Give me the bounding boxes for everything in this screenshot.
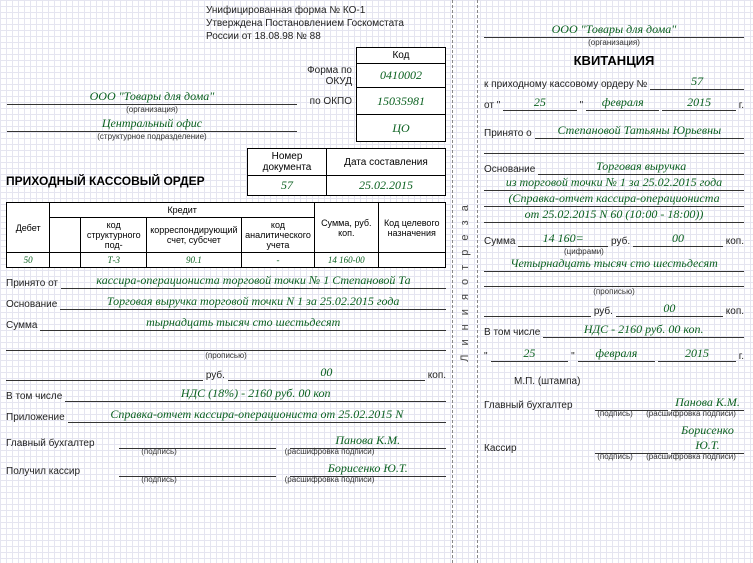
r-incl-value: НДС - 2160 руб. 00 коп. [543,322,744,338]
sum-label: Сумма [6,320,37,331]
basis-value: Торговая выручка торговой точки N 1 за 2… [60,294,446,310]
th-debit: Дебет [7,203,50,253]
docdate-value: 25.02.2015 [327,176,446,196]
r-cashier: Кассир [484,443,592,454]
r-basis3: (Справка-отчет кассира-операциониста [484,191,744,207]
r-words-sub: (прописью) [484,287,744,296]
r-basis-label: Основание [484,164,535,175]
org-name: ООО "Товары для дома" [7,89,297,105]
r-sum-sub: (цифрами) [484,247,744,256]
r-from: от " [484,100,500,111]
r-g2: г. [739,351,744,362]
okpo-value: 15035981 [357,88,446,115]
chief-name-sub: (расшифровка подписи) [213,447,446,456]
r-rubv: 00 [633,231,723,247]
dept-name: Центральный офис [7,116,297,132]
chief-sig-sub: (подпись) [119,447,199,456]
td-sum: 14 160-00 [315,253,378,268]
incl-label: В том числе [6,391,62,402]
form-header-1: Унифицированная форма № КО-1 [206,4,446,17]
r-sig-sub2: (подпись) [595,452,635,461]
form-header: Унифицированная форма № КО-1 Утверждена … [206,4,446,43]
r-mp: М.П. (штампа) [514,376,744,387]
rub-label: руб. [206,370,225,381]
okud-value: 0410002 [357,64,446,88]
th-sum: Сумма, руб. коп. [315,203,378,253]
sum-words: тырнадцать тысяч сто шестьдесят [40,315,446,331]
r-kop2-lbl: коп. [726,306,744,317]
r-cashier-name: Борисенко Ю.Т. [671,423,744,454]
th-target: Код целевого назначения [378,203,446,253]
td-target [378,253,446,268]
app-value: Справка-отчет кассира-операциониста от 2… [68,407,446,423]
r-kop2: 00 [616,301,723,317]
td-struct: Т-3 [81,253,146,268]
r-month: февраля [586,95,659,111]
okud-label: Форма по ОКУД [298,64,357,88]
r-month2: февраля [578,346,656,362]
r-year: 2015 [662,95,735,111]
th-corr: корреспондирующий счет, субсчет [146,218,241,253]
r-title: КВИТАНЦИЯ [484,53,744,68]
cut-line-label: Л и н и я о т р е з а [459,202,471,362]
th-credit: Кредит [50,203,315,218]
dept-code: ЦО [357,115,446,142]
r-words: Четырнадцать тысяч сто шестьдесят [484,256,744,272]
r-recv-value: Степановой Татьяны Юрьевны [535,123,744,139]
r-q: " [580,100,584,111]
td-analit: - [241,253,314,268]
incl-value: НДС (18%) - 2160 руб. 00 коп [65,386,446,402]
r-name-sub2: (расшифровка подписи) [638,452,744,461]
th-analit: код аналитического учета [241,218,314,253]
r-sum-value: 14 160= [518,231,608,247]
r-rub2: руб. [594,306,613,317]
td-debit: 50 [7,253,50,268]
r-org-sub: (организация) [484,38,744,47]
r-incl-label: В том числе [484,327,540,338]
r-year2: 2015 [658,346,736,362]
cashier-label: Получил кассир [6,466,116,477]
okpo-label: по ОКПО [298,88,357,115]
r-kop: коп. [726,236,744,247]
r-day2: 25 [491,346,569,362]
dept-sub: (структурное подразделение) [7,132,297,141]
r-day: 25 [503,95,576,111]
r-order-num: 57 [650,74,744,90]
r-g: г. [739,100,744,111]
r-rub: руб. [611,236,630,247]
org-sub: (организация) [7,105,297,114]
cashier-name-sub: (расшифровка подписи) [213,475,446,484]
basis-label: Основание [6,299,57,310]
r-sig-sub: (подпись) [595,409,635,418]
r-basis2: из торговой точки № 1 за 25.02.2015 года [484,175,744,191]
kop-label: коп. [428,370,446,381]
accounting-table: Дебет Кредит Сумма, руб. коп. Код целево… [6,202,446,268]
r-org: ООО "Товары для дома" [484,22,744,38]
td-corr: 90.1 [146,253,241,268]
received-label: Принято от [6,278,58,289]
cashier-sig-sub: (подпись) [119,475,199,484]
cut-line: Л и н и я о т р е з а [452,0,478,563]
docdate-label: Дата составления [327,149,446,176]
kop-value: 00 [228,365,425,381]
app-label: Приложение [6,412,65,423]
chief-label: Главный бухгалтер [6,438,116,449]
r-basis1: Торговая выручка [538,159,744,175]
received-value: кассира-операциониста торговой точки № 1… [61,273,446,289]
docnum-label: Номер документа [248,149,327,176]
th-struct: код структурного под- [81,218,146,253]
r-chief: Главный бухгалтер [484,400,592,411]
sum-words-sub: (прописью) [6,351,446,360]
r-recv-label: Принято о [484,128,532,139]
form-header-2: Утверждена Постановлением Госкомстата [206,17,446,30]
form-header-3: России от 18.08.98 № 88 [206,30,446,43]
docnum-value: 57 [248,176,327,196]
kod-header: Код [357,48,446,64]
r-order-label: к приходному кассовому ордеру № [484,79,647,90]
r-name-sub: (расшифровка подписи) [638,409,744,418]
r-sum-label: Сумма [484,236,515,247]
r-basis4: от 25.02.2015 N 60 (10:00 - 18:00)) [484,207,744,223]
